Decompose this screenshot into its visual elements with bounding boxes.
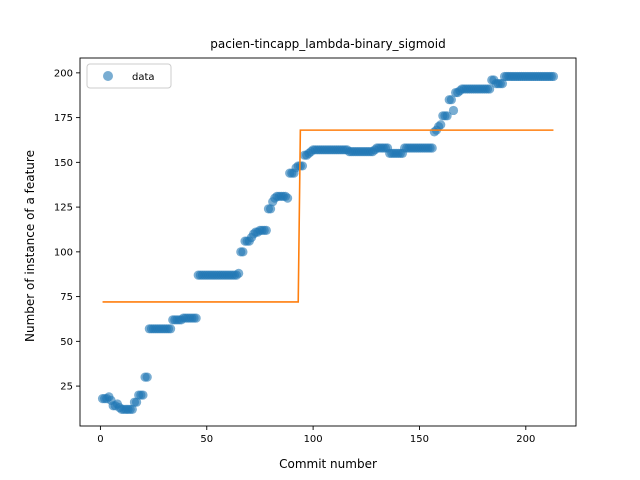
x-axis-label: Commit number xyxy=(279,457,377,471)
plot-area xyxy=(97,71,559,414)
data-point xyxy=(234,268,244,278)
legend-marker-data xyxy=(103,71,113,81)
x-tick-label: 150 xyxy=(410,434,429,445)
y-tick-label: 50 xyxy=(60,337,73,348)
x-tick-label: 0 xyxy=(97,434,103,445)
y-tick-label: 175 xyxy=(54,113,73,124)
y-tick-label: 25 xyxy=(60,382,73,393)
legend-label-data: data xyxy=(132,72,155,83)
x-tick-label: 100 xyxy=(304,434,323,445)
data-point xyxy=(282,193,293,203)
data-point xyxy=(548,71,559,82)
y-tick-label: 150 xyxy=(54,158,73,169)
data-point xyxy=(448,105,459,116)
data-point xyxy=(138,390,148,400)
data-point xyxy=(166,324,176,334)
data-point xyxy=(127,404,137,414)
data-point xyxy=(142,372,152,382)
y-tick-label: 75 xyxy=(60,292,73,303)
data-point xyxy=(191,313,201,323)
data-point xyxy=(436,120,446,130)
y-axis-label: Number of instance of a feature xyxy=(23,150,37,342)
x-tick-label: 50 xyxy=(200,434,213,445)
y-tick-label: 100 xyxy=(54,247,73,258)
data-point xyxy=(446,95,456,105)
legend-frame xyxy=(86,63,172,89)
y-tick-label: 125 xyxy=(54,203,73,214)
data-point xyxy=(265,204,276,214)
data-point xyxy=(427,143,437,153)
chart-title: pacien-tincapp_lambda-binary_sigmoid xyxy=(210,37,445,51)
fit-line xyxy=(102,129,554,303)
data-point xyxy=(497,79,508,89)
x-tick-label: 200 xyxy=(516,434,535,445)
legend: data xyxy=(86,63,172,89)
data-point xyxy=(261,225,271,235)
y-tick-label: 200 xyxy=(54,68,73,79)
data-point xyxy=(442,111,452,121)
axes-frame xyxy=(79,57,577,427)
axes: 0 50 100 150 200 25 50 75 100 125 150 175 200 xyxy=(54,57,577,445)
data-point xyxy=(238,247,248,257)
data-point xyxy=(131,397,142,407)
data-point xyxy=(485,84,495,94)
